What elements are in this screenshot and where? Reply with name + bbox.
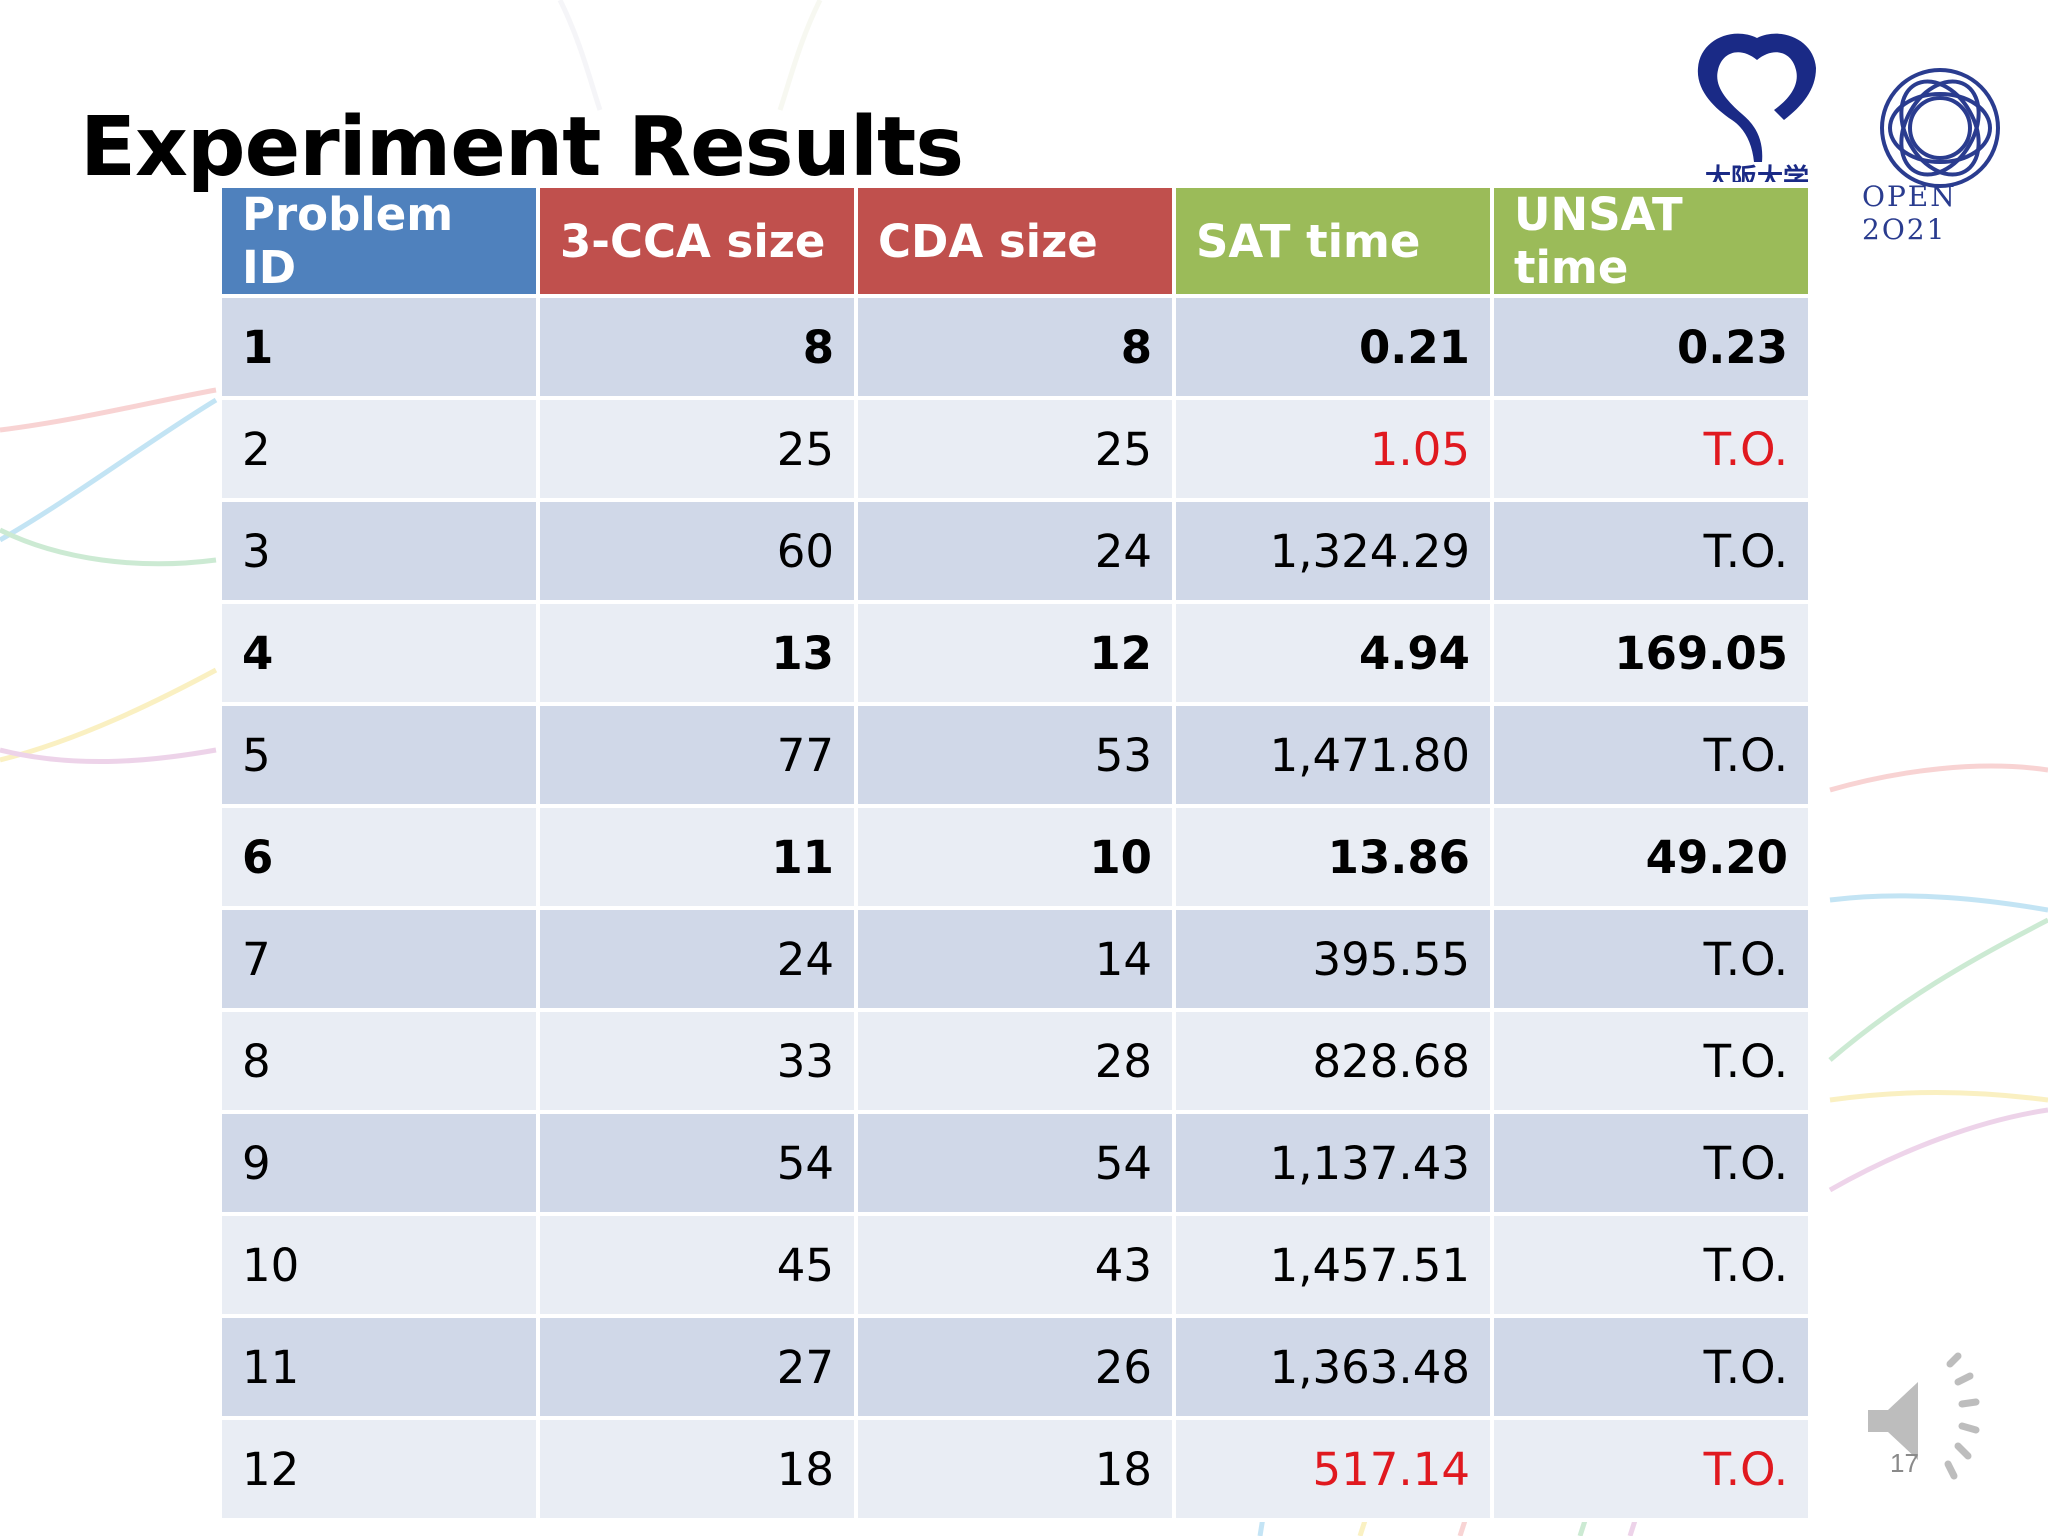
unsat-time-cell: T.O.	[1490, 1008, 1812, 1114]
cda-size-cell: 14	[854, 906, 1176, 1012]
cca-size-cell: 33	[536, 1008, 858, 1114]
cda-size-cell: 12	[854, 600, 1176, 706]
unsat-time-cell: T.O.	[1490, 1212, 1812, 1318]
university-logo-text: 大阪大学	[1704, 164, 1809, 182]
cca-size-cell: 60	[536, 498, 858, 604]
column-header: UNSAT time	[1490, 184, 1812, 298]
speaker-icon[interactable]	[1862, 1352, 1992, 1482]
cda-size-cell: 28	[854, 1008, 1176, 1114]
unsat-time-cell: 49.20	[1490, 804, 1812, 910]
column-header: Problem ID	[218, 184, 540, 298]
sat-time-cell: 517.14	[1172, 1416, 1494, 1522]
cca-size-cell: 13	[536, 600, 858, 706]
table-row: 12 18 18 517.14 T.O.	[218, 1416, 1812, 1522]
cda-size-cell: 18	[854, 1416, 1176, 1522]
table-row: 1 8 8 0.21 0.23	[218, 294, 1812, 400]
problem-id-cell: 12	[218, 1416, 540, 1522]
unsat-time-cell: T.O.	[1490, 906, 1812, 1012]
cca-size-cell: 77	[536, 702, 858, 808]
unsat-time-cell: T.O.	[1490, 1110, 1812, 1216]
unsat-time-cell: T.O.	[1490, 498, 1812, 604]
problem-id-cell: 2	[218, 396, 540, 502]
unsat-time-cell: T.O.	[1490, 396, 1812, 502]
problem-id-cell: 3	[218, 498, 540, 604]
sat-time-cell: 1.05	[1172, 396, 1494, 502]
sat-time-cell: 1,471.80	[1172, 702, 1494, 808]
column-header: 3-CCA size	[536, 184, 858, 298]
sat-time-cell: 1,457.51	[1172, 1212, 1494, 1318]
cda-size-cell: 24	[854, 498, 1176, 604]
cca-size-cell: 45	[536, 1212, 858, 1318]
problem-id-cell: 11	[218, 1314, 540, 1420]
unsat-time-cell: 169.05	[1490, 600, 1812, 706]
problem-id-cell: 4	[218, 600, 540, 706]
cda-size-cell: 53	[854, 702, 1176, 808]
sat-time-cell: 4.94	[1172, 600, 1494, 706]
table-header-row: Problem ID 3-CCA size CDA size SAT time UNSA…	[218, 184, 1812, 298]
table-row: 4 13 12 4.94 169.05	[218, 600, 1812, 706]
sat-time-cell: 1,324.29	[1172, 498, 1494, 604]
table-row: 9 54 54 1,137.43 T.O.	[218, 1110, 1812, 1216]
sat-time-cell: 13.86	[1172, 804, 1494, 910]
table-row: 3 60 24 1,324.29 T.O.	[218, 498, 1812, 604]
column-header: SAT time	[1172, 184, 1494, 298]
cca-size-cell: 27	[536, 1314, 858, 1420]
sat-time-cell: 828.68	[1172, 1008, 1494, 1114]
cca-size-cell: 18	[536, 1416, 858, 1522]
cda-size-cell: 8	[854, 294, 1176, 400]
cca-size-cell: 8	[536, 294, 858, 400]
problem-id-cell: 7	[218, 906, 540, 1012]
problem-id-cell: 10	[218, 1212, 540, 1318]
sat-time-cell: 395.55	[1172, 906, 1494, 1012]
table-row: 11 27 26 1,363.48 T.O.	[218, 1314, 1812, 1420]
cda-size-cell: 43	[854, 1212, 1176, 1318]
slide-title: Experiment Results	[80, 100, 964, 195]
unsat-time-cell: T.O.	[1490, 1416, 1812, 1522]
problem-id-cell: 5	[218, 702, 540, 808]
problem-id-cell: 9	[218, 1110, 540, 1216]
table-row: 6 11 10 13.86 49.20	[218, 804, 1812, 910]
cda-size-cell: 54	[854, 1110, 1176, 1216]
open-2021-logo-text: OPEN 2O21	[1862, 180, 1957, 246]
cda-size-cell: 25	[854, 396, 1176, 502]
sat-time-cell: 1,137.43	[1172, 1110, 1494, 1216]
cda-size-cell: 26	[854, 1314, 1176, 1420]
page-number: 17	[1890, 1448, 1919, 1478]
unsat-time-cell: T.O.	[1490, 1314, 1812, 1420]
table-row: 7 24 14 395.55 T.O.	[218, 906, 1812, 1012]
cca-size-cell: 11	[536, 804, 858, 910]
open-2021-logo-icon	[1880, 68, 2000, 188]
table-row: 8 33 28 828.68 T.O.	[218, 1008, 1812, 1114]
university-logo-icon	[1697, 33, 1816, 163]
sat-time-cell: 0.21	[1172, 294, 1494, 400]
table-row: 10 45 43 1,457.51 T.O.	[218, 1212, 1812, 1318]
results-table: Problem ID 3-CCA size CDA size SAT time UNSA…	[218, 184, 1812, 1522]
sat-time-cell: 1,363.48	[1172, 1314, 1494, 1420]
table-row: 2 25 25 1.05 T.O.	[218, 396, 1812, 502]
cca-size-cell: 24	[536, 906, 858, 1012]
cca-size-cell: 25	[536, 396, 858, 502]
column-header: CDA size	[854, 184, 1176, 298]
problem-id-cell: 1	[218, 294, 540, 400]
table-row: 5 77 53 1,471.80 T.O.	[218, 702, 1812, 808]
problem-id-cell: 6	[218, 804, 540, 910]
cca-size-cell: 54	[536, 1110, 858, 1216]
problem-id-cell: 8	[218, 1008, 540, 1114]
unsat-time-cell: T.O.	[1490, 702, 1812, 808]
cda-size-cell: 10	[854, 804, 1176, 910]
unsat-time-cell: 0.23	[1490, 294, 1812, 400]
